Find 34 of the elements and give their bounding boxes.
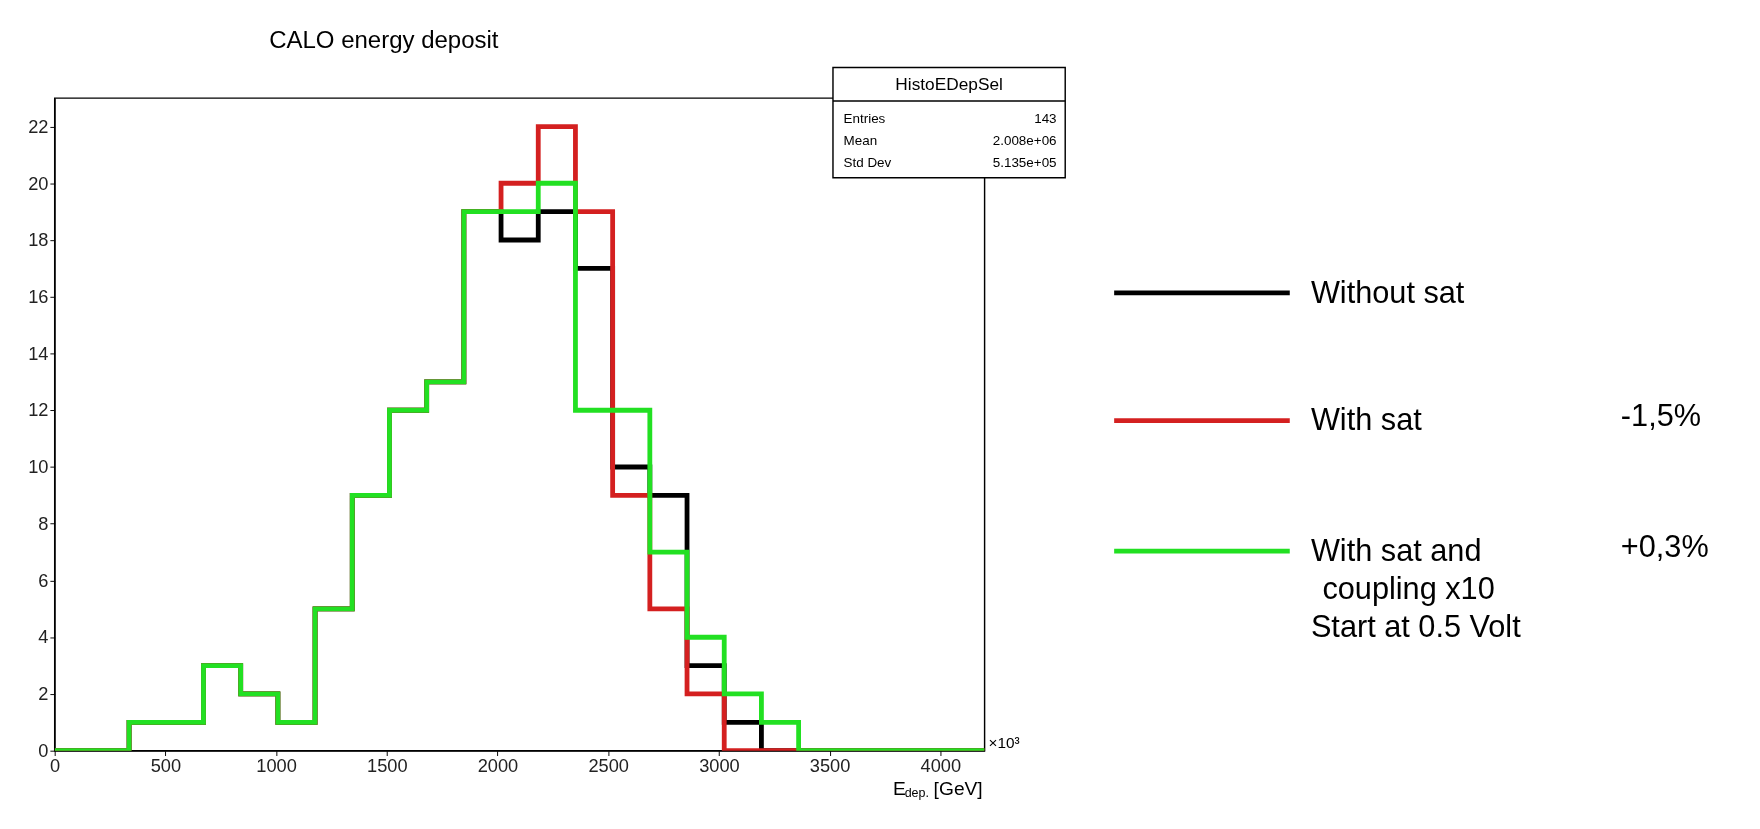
annotation: Std Dev: [843, 155, 892, 171]
y-tick-label: 6: [38, 569, 49, 591]
y-tick-label: 16: [28, 286, 49, 307]
x-tick-label: 500: [150, 755, 182, 777]
x-tick-label: 2500: [588, 755, 629, 777]
text: HistoEDepSel: [895, 73, 1003, 94]
x-tick-label: 1000: [256, 755, 297, 777]
y-tick-label: 0: [38, 739, 49, 761]
y-tick-label: 8: [38, 512, 49, 534]
chart-title: CALO energy deposit: [269, 26, 499, 54]
text: ×10³: [988, 733, 1020, 751]
y-tick-label: 14: [28, 342, 49, 364]
x-tick-label: 4000: [920, 755, 962, 777]
annotation: Mean: [843, 133, 878, 149]
annotation: Entries: [843, 111, 886, 127]
text: Without sat: [1310, 274, 1465, 310]
x-tick-label: 3500: [809, 755, 851, 777]
text: +0,3%: [1620, 528, 1709, 564]
x-tick-label: 2000: [477, 755, 519, 777]
x-tick-label: 3000: [699, 755, 740, 777]
x-tick-label: 1500: [367, 755, 408, 777]
y-tick-label: 20: [28, 172, 49, 194]
y-tick-label: 2: [38, 683, 49, 705]
text: With sat: [1310, 402, 1423, 438]
y-tick-label: 4: [38, 626, 49, 648]
text: 2.008e+06: [992, 133, 1057, 149]
y-tick-label: 22: [28, 115, 49, 137]
text: 143: [1034, 111, 1057, 127]
text: 5.135e+05: [992, 155, 1057, 171]
y-tick-label: 18: [28, 229, 49, 251]
text: -1,5%: [1620, 398, 1702, 434]
y-tick-label: 10: [28, 456, 49, 478]
y-tick-label: 12: [28, 399, 49, 421]
text: With sat and coupling x10 Start at 0.5 Volt: [1310, 532, 1522, 645]
